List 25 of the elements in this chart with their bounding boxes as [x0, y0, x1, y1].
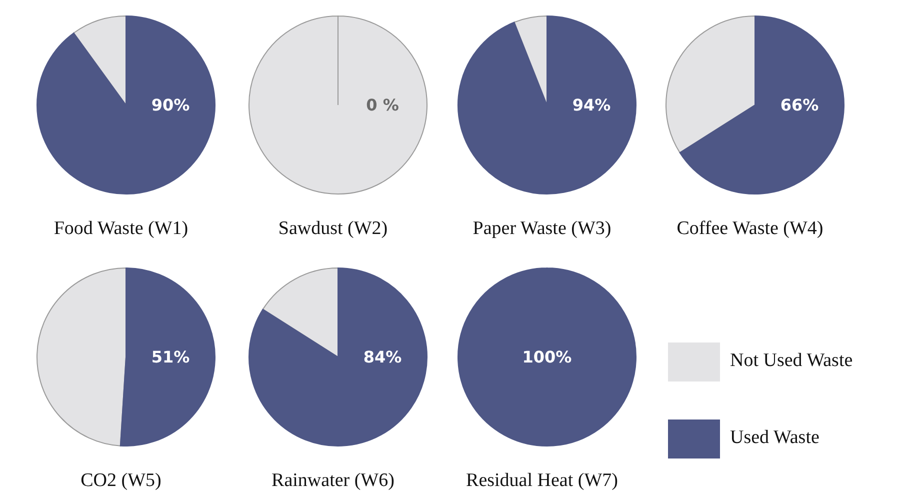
data-label: 66% [780, 96, 819, 114]
pie-slice [36, 268, 126, 446]
data-label: 90% [151, 96, 190, 114]
legend-label: Not Used Waste [730, 350, 853, 371]
text: Coffee Waste (W4) [676, 218, 824, 240]
text: Rainwater (W6) [270, 470, 396, 492]
text: Residual Heat (W7) [465, 470, 619, 492]
data-label: 94% [572, 96, 611, 114]
pie-slice [248, 268, 428, 446]
data-label: 51% [151, 348, 190, 366]
pie-slice [262, 268, 338, 358]
text: 0 % [366, 96, 399, 114]
text: Sawdust (W2) [277, 218, 389, 240]
data-label: 100% [522, 348, 572, 366]
legend-label: Used Waste [730, 427, 820, 448]
pie-slice [36, 16, 216, 194]
text: CO2 (W5) [80, 470, 162, 492]
data-label: 84% [363, 348, 402, 366]
pie-slice [666, 16, 756, 154]
pie-slice [458, 16, 636, 194]
pie-slice [679, 16, 844, 194]
text: Paper Waste (W3) [472, 218, 612, 240]
pie-slice [73, 16, 126, 106]
text: Food Waste (W1) [52, 218, 190, 240]
pie-slice [120, 268, 216, 446]
